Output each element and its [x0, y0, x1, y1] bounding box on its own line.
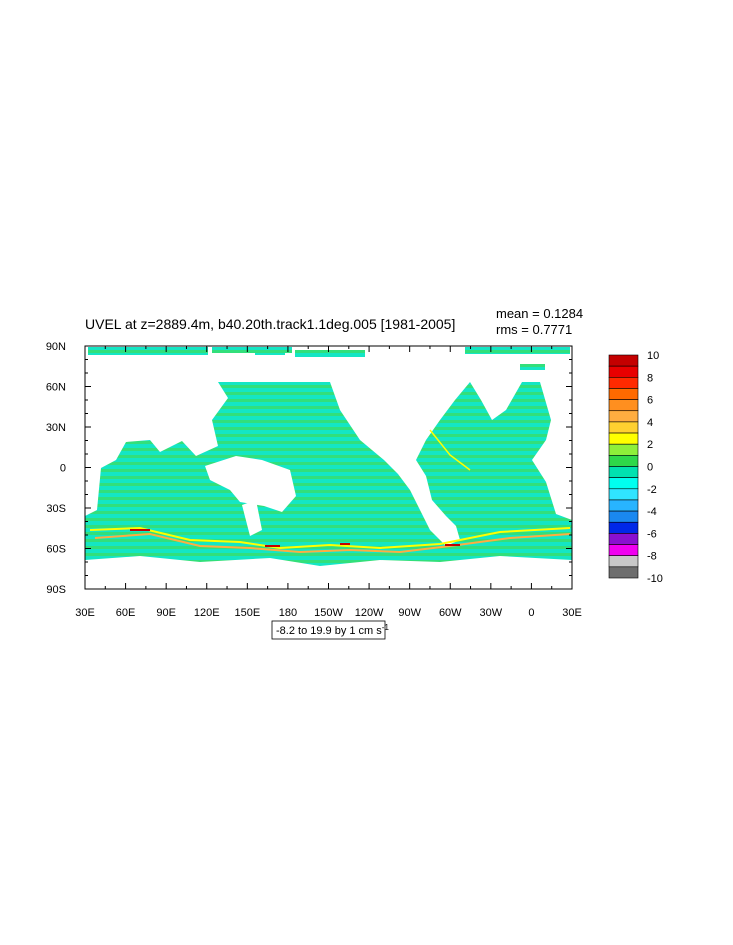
colorbar-box — [608, 544, 639, 556]
rms-stat: rms = 0.7771 — [496, 322, 572, 337]
y-tick-label: 30S — [46, 503, 66, 515]
map-title: UVEL at z=2889.4m, b40.20th.track1.1deg.… — [85, 316, 455, 332]
colorbar-box — [608, 455, 639, 467]
x-tick-label: 60W — [439, 607, 462, 619]
y-tick-label: 90N — [46, 341, 66, 353]
x-tick-label: 150W — [314, 607, 343, 619]
footer-label: -8.2 to 19.9 by 1 cm s-1 — [276, 623, 389, 637]
arctic-strips — [88, 347, 570, 370]
y-tick-label: 30N — [46, 422, 66, 434]
colorbar-label: 10 — [647, 350, 659, 362]
colorbar-label: -4 — [647, 506, 657, 518]
colorbar-label: -8 — [647, 551, 657, 563]
colorbar-box — [608, 555, 639, 568]
colorbar-label: -6 — [647, 528, 657, 540]
x-tick-label: 150E — [234, 607, 260, 619]
colorbar-box — [608, 521, 639, 534]
colorbar-box — [608, 354, 639, 367]
land — [85, 382, 572, 589]
colorbar-box — [608, 410, 639, 423]
y-tick-label: 60S — [46, 544, 66, 556]
x-tick-label: 30E — [75, 607, 95, 619]
southern-jets — [89, 429, 571, 554]
mean-stat: mean = 0.1284 — [496, 306, 583, 321]
colorbar-box — [608, 510, 639, 523]
colorbar: 10 8 6 4 2 0 -2 -4 -6 -8 -10 — [608, 350, 663, 585]
colorbar-box — [608, 488, 639, 501]
x-tick-label: 60E — [116, 607, 136, 619]
colorbar-box — [608, 399, 639, 412]
colorbar-label: 4 — [647, 417, 653, 429]
colorbar-box — [608, 533, 639, 545]
colorbar-box — [608, 388, 639, 400]
y-tick-label: 90S — [46, 584, 66, 596]
x-tick-label: 120E — [194, 607, 220, 619]
y-tick-label: 60N — [46, 382, 66, 394]
colorbar-label: 0 — [647, 462, 653, 474]
colorbar-box — [608, 432, 639, 445]
colorbar-box — [608, 443, 639, 456]
x-tick-label: 30W — [480, 607, 503, 619]
colorbar-box — [608, 365, 639, 378]
x-tick-label: 0 — [528, 607, 534, 619]
colorbar-label: -10 — [647, 573, 663, 585]
footer-text: -8.2 to 19.9 by 1 cm s — [276, 625, 382, 637]
footer-box — [271, 620, 386, 640]
colorbar-box — [608, 499, 639, 512]
colorbar-label: 8 — [647, 372, 653, 384]
colorbar-box — [608, 376, 639, 389]
colorbar-label: 6 — [647, 395, 653, 407]
colorbar-box — [608, 566, 639, 579]
colorbar-box — [608, 477, 639, 490]
x-tick-label: 90W — [398, 607, 421, 619]
footer-superscript: -1 — [382, 623, 390, 632]
x-tick-label: 180 — [279, 607, 297, 619]
axis-ticks: 30E 60E 90E 120E 150E 180 150W 120W 90W 60W 30W 0 30… — [46, 341, 582, 619]
colorbar-label: -2 — [647, 484, 657, 496]
colorbar-box — [608, 466, 639, 478]
x-tick-label: 120W — [355, 607, 384, 619]
colorbar-box — [608, 421, 639, 434]
x-tick-label: 30E — [562, 607, 582, 619]
x-tick-label: 90E — [156, 607, 176, 619]
y-tick-label: 0 — [60, 463, 66, 475]
colorbar-label: 2 — [647, 439, 653, 451]
map-field — [85, 347, 572, 589]
